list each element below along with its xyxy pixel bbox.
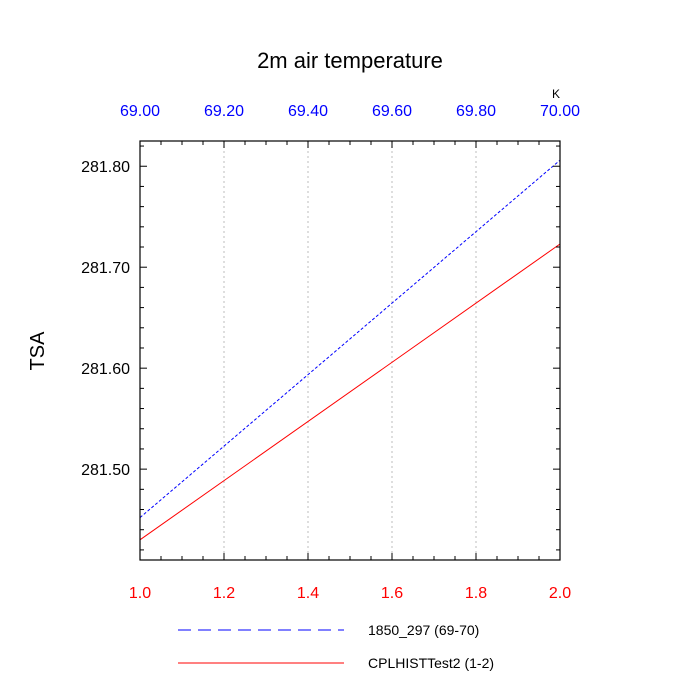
series-line-1 xyxy=(139,159,561,518)
legend-label-1: 1850_297 (69-70) xyxy=(368,622,479,638)
y-tick-label: 281.70 xyxy=(81,260,130,277)
x-bottom-tick-label: 1.2 xyxy=(213,585,235,602)
x-bottom-tick-label: 1.0 xyxy=(129,585,151,602)
units-label: K xyxy=(552,87,560,101)
y-tick-label: 281.60 xyxy=(81,361,130,378)
series-line-2 xyxy=(139,243,561,541)
x-bottom-tick-label: 1.4 xyxy=(297,585,319,602)
x-top-tick-label: 69.00 xyxy=(120,103,160,120)
y-tick-label: 281.80 xyxy=(81,159,130,176)
x-top-tick-label: 69.20 xyxy=(204,103,244,120)
x-top-tick-label: 69.40 xyxy=(288,103,328,120)
x-top-tick-label: 69.80 xyxy=(456,103,496,120)
x-bottom-tick-label: 2.0 xyxy=(549,585,571,602)
y-axis-label: TSA xyxy=(27,331,49,371)
series-lines xyxy=(139,159,561,541)
gridlines xyxy=(223,141,477,560)
x-bottom-tick-label: 1.8 xyxy=(465,585,487,602)
axes: 1.0 1.2 1.4 1.6 1.8 2.0 69.00 69.20 69.40 69.60 69… xyxy=(81,103,580,602)
legend: 1850_297 (69-70) CPLHISTTest2 (1-2) xyxy=(178,622,494,671)
plot-frame xyxy=(139,140,561,561)
y-tick-label: 281.50 xyxy=(81,462,130,479)
legend-label-2: CPLHISTTest2 (1-2) xyxy=(368,655,494,671)
x-top-tick-label: 70.00 xyxy=(540,103,580,120)
chart-title: 2m air temperature xyxy=(257,48,443,73)
x-top-tick-label: 69.60 xyxy=(372,103,412,120)
x-bottom-tick-label: 1.6 xyxy=(381,585,403,602)
